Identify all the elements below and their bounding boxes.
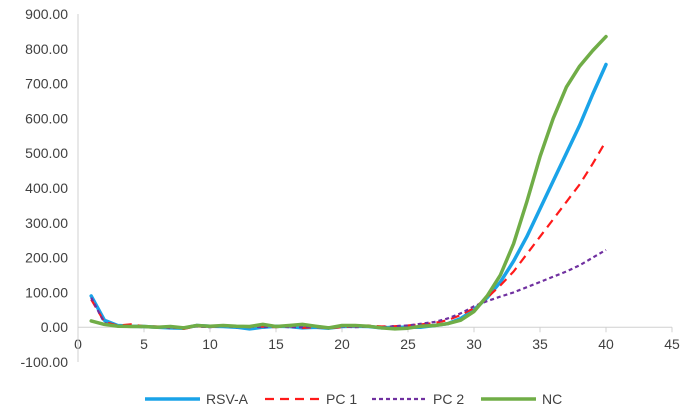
y-tick-label: -100.00: [21, 354, 69, 370]
series-line-nc: [89, 34, 608, 331]
y-tick-label: 900.00: [25, 6, 68, 22]
x-tick-label: 10: [202, 336, 218, 352]
y-tick-label: 800.00: [25, 41, 68, 57]
y-tick-label: 700.00: [25, 76, 68, 92]
x-tick-label: 15: [268, 336, 284, 352]
y-tick-label: 200.00: [25, 250, 68, 266]
x-tick-label: 35: [532, 336, 548, 352]
y-tick-label: 0.00: [41, 319, 68, 335]
legend-label: RSV-A: [206, 391, 249, 407]
y-tick-label: 500.00: [25, 145, 68, 161]
y-tick-label: 400.00: [25, 180, 68, 196]
x-tick-label: 20: [334, 336, 350, 352]
x-tick-label: 25: [400, 336, 416, 352]
y-tick-label: 600.00: [25, 110, 68, 126]
x-tick-label: 40: [598, 336, 614, 352]
legend: RSV-A PC 1 PC 2 NC: [145, 391, 562, 407]
series-line-pc-2: [90, 248, 607, 330]
x-tick-label: 5: [140, 336, 148, 352]
legend-label: PC 2: [433, 391, 464, 407]
series-lines: [89, 34, 608, 331]
legend-label: PC 1: [326, 391, 357, 407]
y-axis-tick-labels: -100.00 0.00 100.00 200.00 300.00 400.00 500.0…: [21, 6, 69, 370]
y-tick-label: 300.00: [25, 215, 68, 231]
x-tick-label: 30: [466, 336, 482, 352]
y-tick-label: 100.00: [25, 284, 68, 300]
x-tick-label: 45: [664, 336, 680, 352]
legend-label: NC: [542, 391, 562, 407]
